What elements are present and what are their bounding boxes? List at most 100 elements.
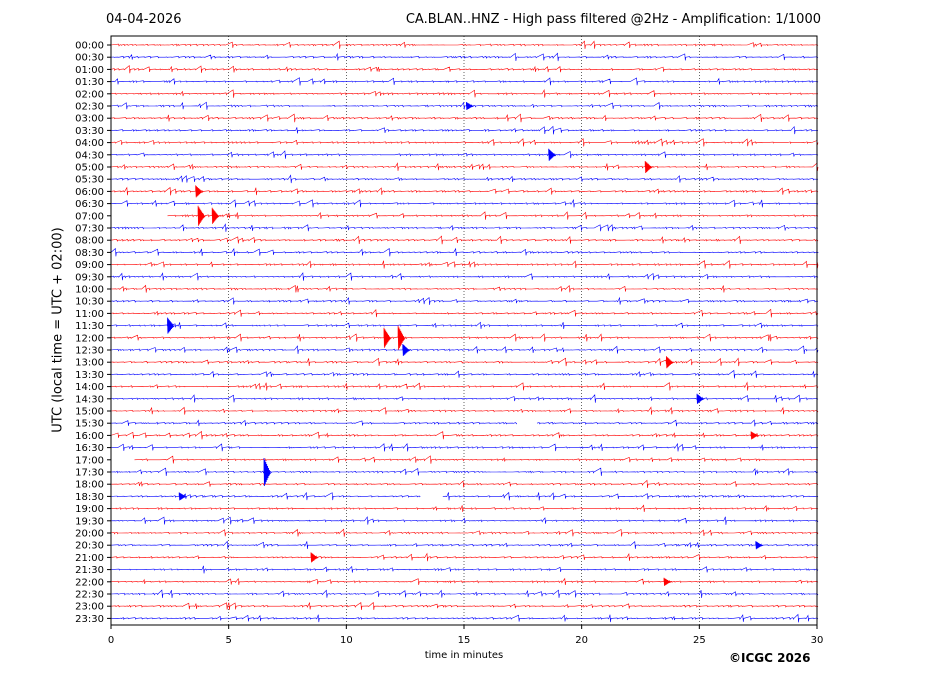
seismic-events [167, 101, 764, 586]
event-burst [663, 577, 672, 586]
y-tick-label: 03:00 [75, 114, 104, 125]
x-tick-label: 25 [693, 635, 706, 646]
trace-line [110, 516, 819, 525]
trace-line [110, 186, 819, 196]
event-burst [310, 552, 319, 563]
y-tick-label: 23:00 [75, 602, 104, 613]
y-tick-label: 03:30 [75, 126, 104, 137]
event-burst [383, 327, 392, 348]
trace-line [110, 601, 819, 610]
trace-line [110, 577, 819, 586]
x-tick-label: 30 [811, 635, 824, 646]
trace-line [110, 333, 819, 342]
y-tick-label: 12:30 [75, 346, 104, 357]
x-tick-label: 10 [340, 635, 353, 646]
trace-line [110, 381, 819, 391]
trace-line [110, 552, 819, 562]
trace-line [110, 272, 819, 281]
event-burst [211, 207, 220, 224]
trace-line [110, 308, 819, 318]
trace-line [110, 174, 818, 184]
y-tick-label: 16:00 [75, 431, 104, 442]
y-tick-label: 20:30 [75, 541, 104, 552]
y-tick-label: 05:30 [75, 175, 104, 186]
trace-line [110, 467, 819, 476]
event-burst [750, 431, 759, 440]
event-burst [402, 343, 411, 357]
trace-line [110, 296, 818, 305]
trace-line [110, 430, 819, 440]
y-tick-label: 07:30 [75, 224, 104, 235]
y-tick-label: 20:00 [75, 529, 104, 540]
trace-line [110, 138, 819, 147]
y-tick-label: 19:30 [75, 516, 104, 527]
y-tick-label: 02:00 [75, 89, 104, 100]
x-axis-label: time in minutes [424, 650, 504, 661]
event-burst [195, 185, 204, 198]
trace-line [110, 284, 819, 293]
x-tick-labels: 0 5 10 15 20 25 30 [108, 625, 824, 646]
y-tick-label: 09:00 [75, 260, 104, 271]
y-tick-label: 07:00 [75, 211, 104, 222]
y-tick-label: 18:00 [75, 480, 104, 491]
trace-line [110, 125, 818, 135]
y-tick-label: 05:00 [75, 163, 104, 174]
y-tick-label: 04:00 [75, 138, 104, 149]
event-burst [197, 205, 206, 226]
event-burst [466, 101, 474, 111]
grid-lines [228, 36, 700, 625]
trace-line [110, 491, 421, 501]
x-tick-label: 5 [225, 635, 231, 646]
trace-line [110, 442, 819, 452]
trace-line [110, 565, 819, 574]
trace-line [111, 259, 819, 269]
trace-line [110, 113, 819, 123]
trace-line [110, 223, 819, 232]
date-label: 04-04-2026 [106, 12, 182, 27]
y-tick-label: 09:30 [75, 272, 104, 283]
y-tick-label: 17:00 [75, 455, 104, 466]
y-tick-label: 21:00 [75, 553, 104, 564]
trace-line [134, 455, 819, 464]
y-tick-label: 08:30 [75, 248, 104, 259]
event-burst [696, 393, 705, 404]
event-burst [178, 492, 187, 501]
y-tick-label: 10:00 [75, 285, 104, 296]
trace-line [110, 198, 819, 208]
trace-line [110, 101, 819, 110]
trace-line [110, 528, 819, 537]
y-tick-label: 22:00 [75, 577, 104, 588]
trace-rows [110, 40, 820, 623]
trace-line [110, 345, 819, 355]
y-tick-label: 22:30 [75, 590, 104, 601]
chart-title: CA.BLAN..HNZ - High pass filtered @2Hz -… [405, 12, 821, 27]
trace-line [110, 479, 819, 489]
y-tick-label: 08:00 [75, 236, 104, 247]
trace-line [442, 491, 819, 501]
event-burst [397, 325, 406, 350]
event-burst [755, 541, 764, 550]
y-tick-label: 13:00 [75, 358, 104, 369]
y-tick-label: 01:00 [75, 65, 104, 76]
y-tick-label: 15:00 [75, 407, 104, 418]
trace-line [110, 357, 819, 367]
y-tick-label: 17:30 [75, 468, 104, 479]
trace-line [110, 369, 819, 379]
trace-line [167, 211, 819, 220]
event-burst [666, 356, 674, 369]
y-tick-label: 01:30 [75, 77, 104, 88]
y-tick-label: 06:30 [75, 199, 104, 210]
y-tick-label: 21:30 [75, 565, 104, 576]
trace-line [110, 88, 818, 98]
y-tick-label: 13:30 [75, 370, 104, 381]
y-tick-label: 11:00 [75, 309, 104, 320]
y-tick-label: 23:30 [75, 614, 104, 625]
y-tick-label: 12:00 [75, 333, 104, 344]
y-tick-label: 15:30 [75, 419, 104, 430]
trace-line [110, 235, 819, 245]
trace-line [110, 589, 819, 598]
trace-line [110, 321, 819, 330]
y-tick-label: 14:00 [75, 382, 104, 393]
trace-line [110, 162, 819, 171]
